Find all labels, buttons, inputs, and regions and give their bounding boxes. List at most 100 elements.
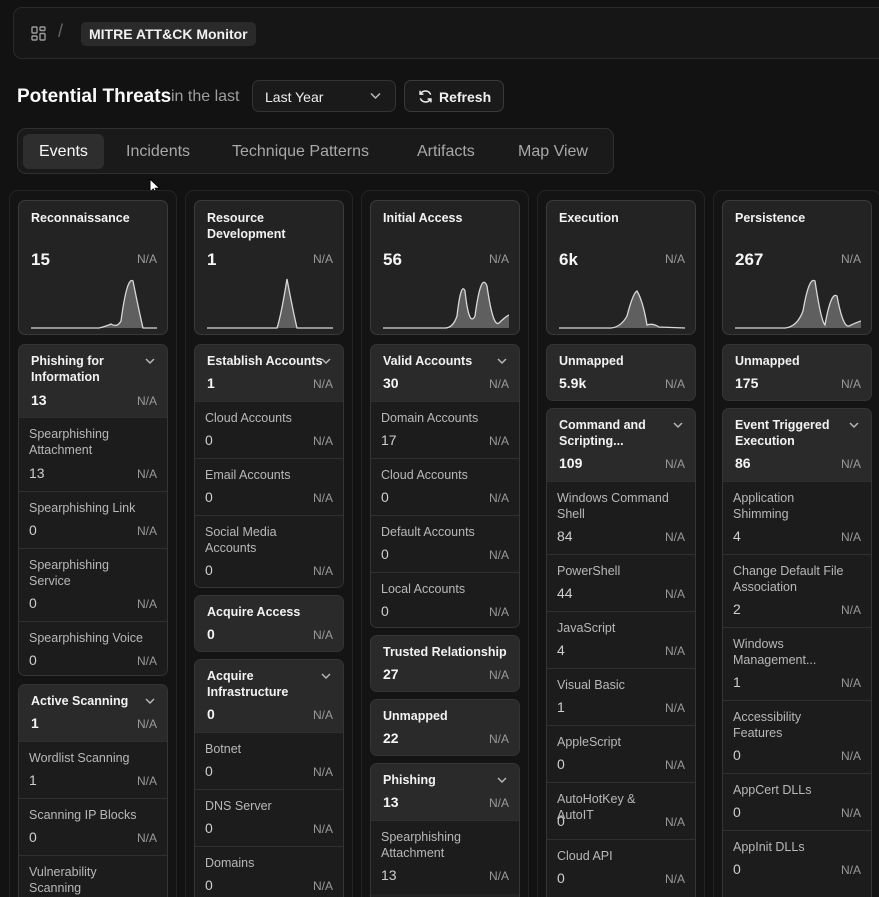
refresh-button[interactable]: Refresh xyxy=(404,80,504,112)
subtechnique-row[interactable]: AutoHotKey & AutoIT 0 N/A xyxy=(547,782,695,839)
technique-header[interactable] xyxy=(195,660,343,732)
technique-group-card[interactable]: Unmapped 5.9k N/A xyxy=(546,344,696,401)
subtechnique-row[interactable]: AppCert DLLs 0 N/A xyxy=(723,773,871,830)
time-range-select[interactable]: Last Year xyxy=(252,80,396,112)
technique-na: N/A xyxy=(488,668,509,682)
subtechnique-count: 0 xyxy=(733,747,741,763)
chevron-down-icon[interactable] xyxy=(145,696,155,706)
subtechnique-row[interactable]: Domains 0 N/A xyxy=(195,846,343,897)
tab-events[interactable]: Events xyxy=(23,134,104,169)
subtechnique-row[interactable]: Windows Management... 1 N/A xyxy=(723,627,871,700)
subtechnique-row[interactable]: Spearphishing Attachment 13 N/A xyxy=(19,417,167,491)
subtechnique-row[interactable]: Domain Accounts 17 N/A xyxy=(371,401,519,458)
subtechnique-row[interactable]: Cloud Accounts 0 N/A xyxy=(195,401,343,458)
subtechnique-row[interactable]: AppleScript 0 N/A xyxy=(547,725,695,782)
subtechnique-count: 0 xyxy=(381,546,389,562)
subtechnique-row[interactable]: Visual Basic 1 N/A xyxy=(547,668,695,725)
subtechnique-row[interactable]: Email Accounts 0 N/A xyxy=(195,458,343,515)
tactic-summary-card[interactable]: Execution 6k N/A xyxy=(546,200,696,335)
subtechnique-row[interactable]: Application Shimming 4 N/A xyxy=(723,481,871,554)
technique-header xyxy=(547,345,695,400)
technique-count: 175 xyxy=(735,375,759,391)
subtechnique-row[interactable]: Spearphishing Voice 0 N/A xyxy=(19,621,167,675)
subtechnique-row[interactable]: Vulnerability Scanning xyxy=(19,855,167,897)
tactic-summary-card[interactable]: Initial Access 56 N/A xyxy=(370,200,520,335)
technique-na: N/A xyxy=(840,457,861,471)
subtechnique-row[interactable]: DNS Server 0 N/A xyxy=(195,789,343,846)
chevron-down-icon[interactable] xyxy=(497,356,507,366)
subtechnique-row[interactable]: Spearphishing Attachment 13 N/A xyxy=(371,820,519,894)
subtechnique-name: Scanning IP Blocks xyxy=(29,808,137,822)
technique-title: Command and Scripting... xyxy=(559,418,646,448)
subtechnique-row[interactable]: Windows Command Shell 84 N/A xyxy=(547,481,695,554)
subtechnique-row[interactable]: Local Accounts 0 N/A xyxy=(371,572,519,627)
technique-group-card[interactable]: Unmapped 22 N/A xyxy=(370,699,520,756)
chevron-down-icon[interactable] xyxy=(849,420,859,430)
subtechnique-row[interactable]: PowerShell 44 N/A xyxy=(547,554,695,611)
page-title: Potential Threats xyxy=(17,86,172,107)
technique-group-card: Acquire Infrastructure 0 N/A Botnet 0 N/… xyxy=(194,659,344,897)
technique-na: N/A xyxy=(488,732,509,746)
subtechnique-row[interactable]: Cloud API 0 N/A xyxy=(547,839,695,897)
subtechnique-name: Spearphishing Link xyxy=(29,501,136,515)
technique-na: N/A xyxy=(312,708,333,722)
technique-count: 1 xyxy=(207,375,215,391)
subtechnique-row[interactable]: Scanning IP Blocks 0 N/A xyxy=(19,798,167,855)
technique-header[interactable] xyxy=(371,345,519,401)
tactic-summary-card[interactable]: Reconnaissance 15 N/A xyxy=(18,200,168,335)
technique-group-card[interactable]: Trusted Relationship 27 N/A xyxy=(370,635,520,692)
tactic-title: Reconnaissance xyxy=(31,211,130,225)
subtechnique-row[interactable]: Cloud Accounts 0 N/A xyxy=(371,458,519,515)
subtechnique-row[interactable]: Accessibility Features 0 N/A xyxy=(723,700,871,773)
technique-header[interactable] xyxy=(19,685,167,741)
subtechnique-na: N/A xyxy=(840,806,861,820)
tab-technique-patterns[interactable]: Technique Patterns xyxy=(232,143,369,160)
subtechnique-row[interactable]: Botnet 0 N/A xyxy=(195,732,343,789)
tactic-na: N/A xyxy=(840,252,861,266)
subtechnique-row[interactable]: Change Default File Association 2 N/A xyxy=(723,554,871,627)
subtechnique-na: N/A xyxy=(136,467,157,481)
technique-group-card[interactable]: Acquire Access 0 N/A xyxy=(194,595,344,652)
tactic-summary-card[interactable]: Resource Development 1 N/A xyxy=(194,200,344,335)
technique-group-card: Phishing 13 N/A Spearphishing Attachment… xyxy=(370,763,520,897)
subtechnique-na: N/A xyxy=(840,603,861,617)
technique-header[interactable] xyxy=(547,409,695,481)
chevron-down-icon[interactable] xyxy=(321,671,331,681)
technique-header[interactable] xyxy=(371,764,519,820)
tactic-summary-card[interactable]: Persistence 267 N/A xyxy=(722,200,872,335)
tab-map-view[interactable]: Map View xyxy=(518,143,588,160)
technique-header[interactable] xyxy=(195,345,343,401)
technique-group-card[interactable]: Unmapped 175 N/A xyxy=(722,344,872,401)
subtechnique-name: Domains xyxy=(205,856,255,870)
tab-incidents[interactable]: Incidents xyxy=(126,143,191,160)
subtechnique-row[interactable]: Spearphishing Link 0 N/A xyxy=(19,491,167,548)
technique-group-card: Establish Accounts 1 N/A Cloud Accounts … xyxy=(194,344,344,588)
subtechnique-name: Local Accounts xyxy=(381,582,466,596)
technique-na: N/A xyxy=(136,717,157,731)
subtechnique-row[interactable]: JavaScript 4 N/A xyxy=(547,611,695,668)
subtechnique-name: Visual Basic xyxy=(557,678,625,692)
sparkline-chart xyxy=(207,278,333,329)
tab-artifacts[interactable]: Artifacts xyxy=(417,143,475,160)
subtechnique-name: Spearphishing Attachment xyxy=(29,427,109,457)
chevron-down-icon[interactable] xyxy=(145,356,155,366)
chevron-down-icon[interactable] xyxy=(673,420,683,430)
subtechnique-name: Cloud Accounts xyxy=(381,468,468,482)
technique-header[interactable] xyxy=(19,345,167,417)
subtechnique-row[interactable]: Spearphishing Service 0 N/A xyxy=(19,548,167,621)
subtechnique-row[interactable]: Social Media Accounts 0 N/A xyxy=(195,515,343,587)
technique-header[interactable] xyxy=(723,409,871,481)
subtechnique-row[interactable]: AppInit DLLs 0 N/A xyxy=(723,830,871,897)
technique-count: 13 xyxy=(31,392,47,408)
tactic-column-persistence: Persistence 267 N/A Unmapped 175 N/A Eve… xyxy=(713,190,879,897)
subtechnique-row[interactable]: Default Accounts 0 N/A xyxy=(371,515,519,572)
dashboard-grid-icon[interactable] xyxy=(31,26,46,41)
subtechnique-name: Vulnerability Scanning xyxy=(29,865,97,895)
chevron-down-icon[interactable] xyxy=(321,356,331,366)
chevron-down-icon[interactable] xyxy=(497,775,507,785)
subtechnique-name: Application Shimming xyxy=(733,491,795,521)
breadcrumb-current[interactable]: MITRE ATT&CK Monitor xyxy=(81,22,256,46)
subtechnique-name: AutoHotKey & AutoIT xyxy=(557,792,636,822)
subtechnique-row[interactable]: Wordlist Scanning 1 N/A xyxy=(19,741,167,798)
technique-header xyxy=(723,345,871,400)
